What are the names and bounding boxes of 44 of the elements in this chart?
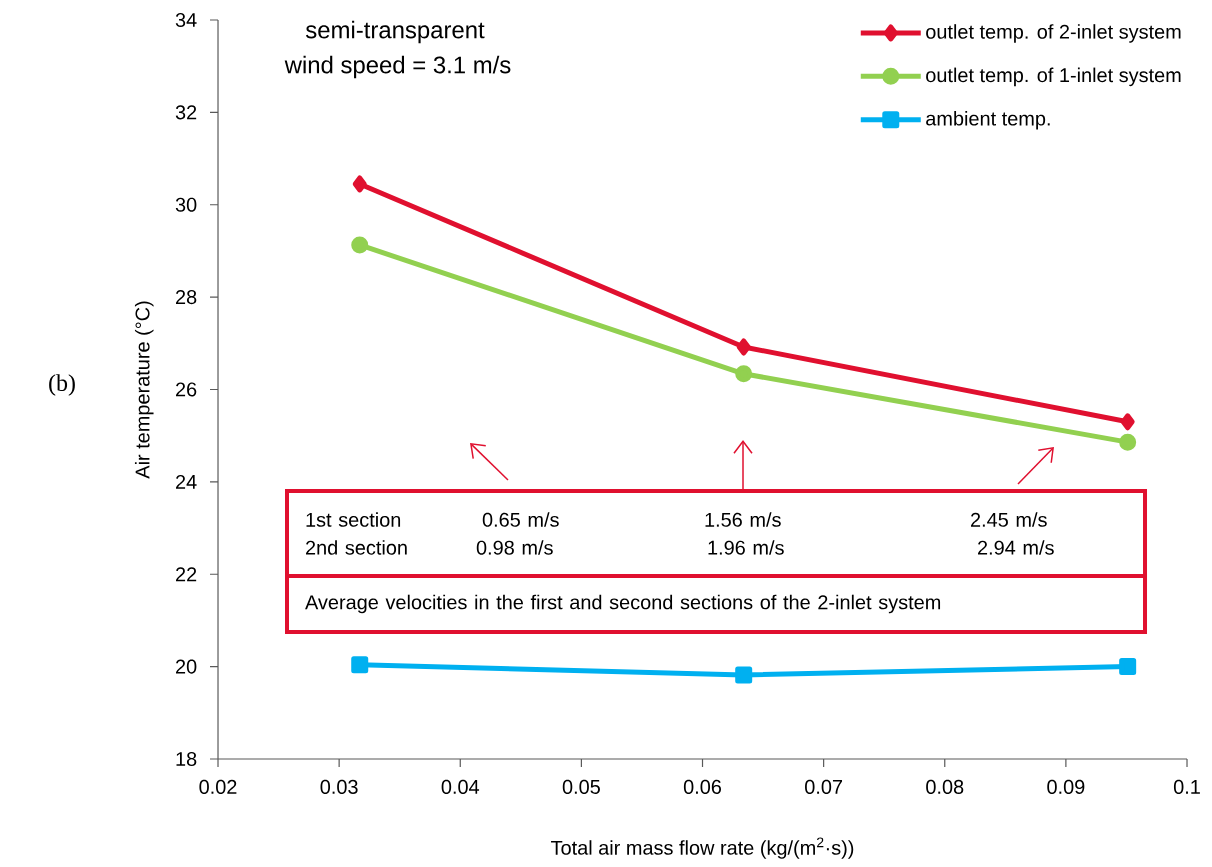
x-tick-label: 0.05 [562, 779, 600, 794]
point [1119, 658, 1137, 676]
y-axis-title: Air temperature (°C) [134, 301, 154, 479]
y-tick-label: 20 [176, 659, 197, 674]
text: wind speed = 3.1 m/s [284, 55, 511, 79]
x-tick-label: 0.04 [441, 779, 480, 794]
point [352, 175, 367, 193]
x-axis-title: Total air mass flow rate (kg/(m$^{2}$·s)) [551, 837, 854, 859]
point [351, 236, 369, 254]
y-tick-label: 32 [175, 105, 197, 120]
x-tick-label: 0.07 [805, 779, 843, 794]
legend-label: outlet temp. of 1-inlet system [926, 67, 1181, 87]
y-tick-label: 26 [176, 382, 197, 397]
y-tick-label: 22 [176, 567, 197, 582]
annotation: 0.65 m/s [482, 512, 559, 527]
point [735, 666, 753, 684]
annotation: 1st section [306, 512, 401, 527]
annotation: 0.98 m/s [476, 540, 553, 555]
x-tick-label: 0.03 [320, 779, 358, 794]
point [351, 656, 369, 674]
annotation: Average velocities in the first and second sections of the 2-inlet system [305, 594, 941, 614]
point [736, 338, 751, 356]
x-tick-label: 0.02 [199, 779, 237, 794]
y-tick-label: 30 [175, 197, 197, 212]
x-tick-label: 0.06 [683, 779, 722, 794]
point [1120, 413, 1135, 431]
y-tick-label: 24 [176, 474, 197, 489]
annotation: 2.45 m/s [971, 512, 1047, 527]
annotation: 2.94 m/s [978, 540, 1054, 555]
annotation: 1.56 m/s [705, 512, 781, 527]
x-tick-label: 0.09 [1047, 779, 1085, 794]
text: (b) [49, 374, 75, 396]
y-tick-label: 18 [176, 751, 197, 767]
x-tick-label: 0.08 [926, 779, 964, 794]
annotation: 1.96 m/s [708, 540, 784, 555]
legend-label: ambient temp. [926, 110, 1050, 130]
y-tick-label: 28 [176, 290, 197, 305]
annotation: 2nd section [306, 540, 407, 555]
legend-label: outlet temp. of 2-inlet system [926, 24, 1181, 43]
point [735, 365, 753, 383]
point [1119, 433, 1137, 451]
x-tick-label: 0.1 [1173, 779, 1200, 794]
y-tick-label: 34 [175, 12, 197, 28]
chart-title: semi-transparent [305, 20, 485, 44]
